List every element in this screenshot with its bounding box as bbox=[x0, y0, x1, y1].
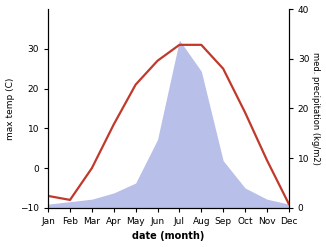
X-axis label: date (month): date (month) bbox=[132, 231, 205, 242]
Y-axis label: max temp (C): max temp (C) bbox=[6, 77, 15, 140]
Y-axis label: med. precipitation (kg/m2): med. precipitation (kg/m2) bbox=[311, 52, 320, 165]
